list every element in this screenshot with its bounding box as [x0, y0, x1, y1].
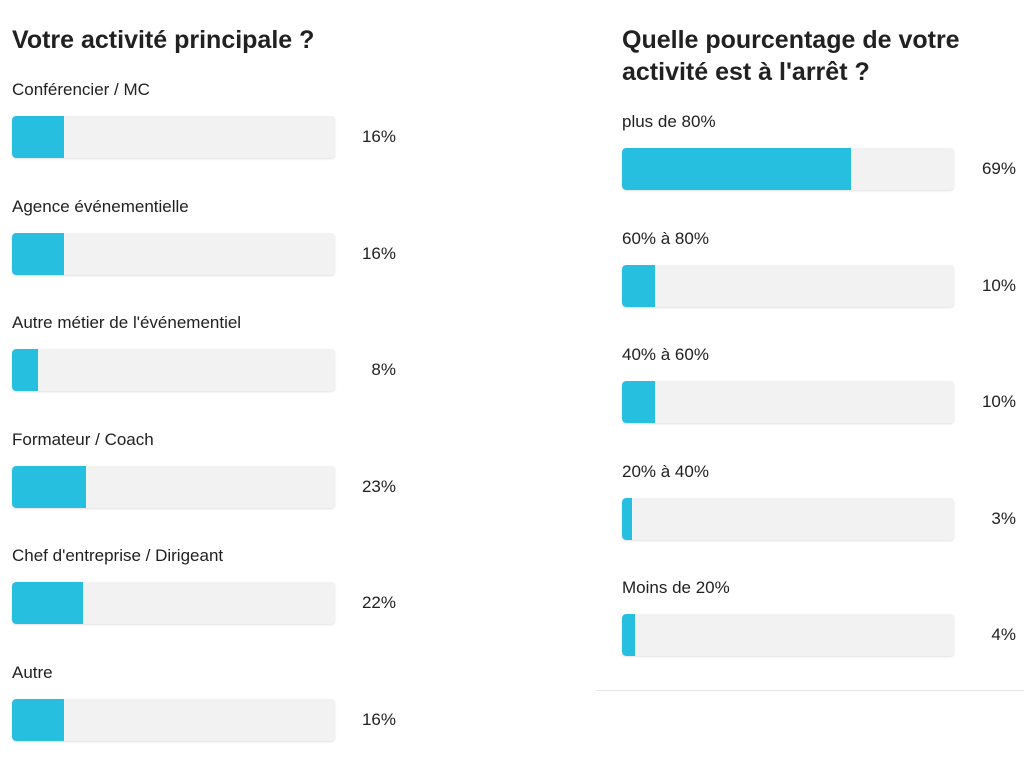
bar-track [12, 349, 335, 392]
bar-track [622, 264, 954, 307]
bar-row: Conférencier / MC 16% [0, 80, 440, 180]
category-label: Formateur / Coach [12, 429, 154, 449]
bar-fill [12, 699, 64, 741]
bar-row: Agence événementielle 16% [0, 197, 440, 297]
bar-fill [12, 465, 87, 508]
bar-track [12, 699, 335, 741]
chart-title: Votre activité principale ? [12, 26, 315, 54]
category-label: 20% à 40% [622, 461, 709, 481]
bar-track [12, 465, 335, 508]
bar-row: 60% à 80% 10% [596, 229, 1024, 329]
value-label: 16% [361, 243, 396, 263]
value-label: 10% [981, 275, 1016, 295]
category-label: plus de 80% [622, 112, 716, 131]
bar-fill [622, 381, 656, 424]
bar-fill [12, 582, 84, 625]
bar-track [622, 497, 954, 540]
bar-fill [12, 232, 64, 275]
value-label: 4% [991, 625, 1016, 645]
value-label: 10% [981, 392, 1016, 412]
value-label: 16% [361, 127, 396, 146]
category-label: Autre [12, 663, 53, 682]
bar-row: Autre 16% [0, 663, 440, 763]
bar-fill [12, 349, 38, 392]
bar-row: Chef d'entreprise / Dirigeant 22% [0, 546, 440, 646]
bar-row: plus de 80% 69% [596, 112, 1024, 212]
bar-track [12, 232, 335, 275]
category-label: Chef d'entreprise / Dirigeant [12, 546, 224, 566]
bar-track [12, 582, 335, 625]
bar-track [622, 148, 954, 190]
bar-fill [622, 148, 852, 190]
bar-row: Formateur / Coach 23% [0, 430, 440, 530]
value-label: 16% [361, 710, 396, 729]
divider [596, 690, 1024, 691]
chart-pourcentage-arret: Quelle pourcentage de votre activité est… [596, 0, 1024, 740]
chart-title: Quelle pourcentage de votre activité est… [622, 26, 960, 86]
bar-row: Moins de 20% 4% [596, 578, 1024, 678]
category-label: Moins de 20% [622, 578, 730, 598]
value-label: 3% [991, 508, 1016, 528]
bar-track [622, 614, 954, 657]
chart-activite-principale: Votre activité principale ? Conférencier… [0, 0, 440, 741]
bar-fill [12, 116, 64, 158]
bar-row: 40% à 60% 10% [596, 345, 1024, 445]
category-label: Agence événementielle [12, 196, 189, 216]
bar-fill [622, 614, 636, 657]
category-label: Conférencier / MC [12, 80, 150, 99]
bar-row: Autre métier de l'événementiel 8% [0, 313, 440, 413]
bar-fill [622, 497, 632, 540]
value-label: 8% [371, 360, 396, 380]
bar-track [622, 381, 954, 424]
bar-track [12, 116, 335, 158]
category-label: Autre métier de l'événementiel [12, 313, 242, 333]
category-label: 40% à 60% [622, 345, 709, 365]
value-label: 22% [361, 593, 396, 613]
bar-row: 20% à 40% 3% [596, 462, 1024, 562]
category-label: 60% à 80% [622, 228, 709, 248]
value-label: 69% [981, 159, 1016, 178]
bar-fill [622, 264, 656, 307]
value-label: 23% [361, 476, 396, 496]
